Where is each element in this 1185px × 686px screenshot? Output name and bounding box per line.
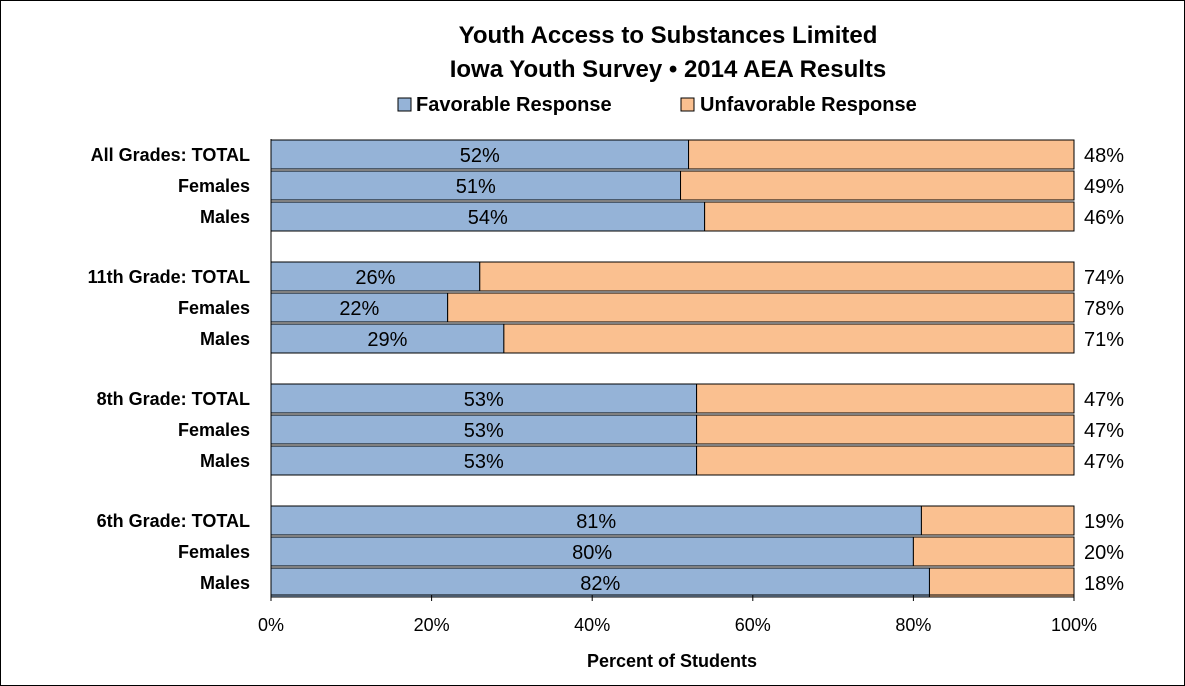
category-label: Males bbox=[200, 329, 250, 349]
bar-favorable bbox=[270, 567, 930, 598]
legend-swatch-unfavorable bbox=[680, 97, 695, 112]
bar-unfavorable bbox=[696, 445, 1075, 476]
bar-favorable bbox=[270, 261, 481, 292]
bar-favorable bbox=[270, 536, 914, 567]
data-label-unfavorable: 78% bbox=[1084, 298, 1124, 320]
bar-unfavorable bbox=[912, 536, 1075, 567]
category-label: Males bbox=[200, 207, 250, 227]
chart-subtitle: Iowa Youth Survey • 2014 AEA Results bbox=[450, 56, 887, 83]
data-label-favorable: 80% bbox=[572, 542, 612, 564]
category-label: All Grades: TOTAL bbox=[91, 145, 250, 165]
category-label: Males bbox=[200, 573, 250, 593]
bar-favorable bbox=[270, 445, 698, 476]
data-label-favorable: 52% bbox=[460, 145, 500, 167]
bar-unfavorable bbox=[928, 567, 1075, 598]
category-label: 8th Grade: TOTAL bbox=[97, 389, 250, 409]
data-label-favorable: 53% bbox=[464, 451, 504, 473]
x-tick-label: 60% bbox=[735, 615, 771, 635]
bar-unfavorable bbox=[479, 261, 1075, 292]
data-label-unfavorable: 74% bbox=[1084, 267, 1124, 289]
bar-favorable bbox=[270, 139, 690, 170]
x-tick-label: 0% bbox=[258, 615, 284, 635]
category-label: Males bbox=[200, 451, 250, 471]
data-label-unfavorable: 19% bbox=[1084, 511, 1124, 533]
data-label-favorable: 22% bbox=[339, 298, 379, 320]
data-label-favorable: 29% bbox=[367, 329, 407, 351]
chart-title: Youth Access to Substances Limited bbox=[459, 22, 878, 49]
data-label-favorable: 82% bbox=[580, 573, 620, 595]
data-label-unfavorable: 47% bbox=[1084, 420, 1124, 442]
category-label: Females bbox=[178, 176, 250, 196]
bar-favorable bbox=[270, 170, 682, 201]
bar-favorable bbox=[270, 323, 505, 354]
bar-unfavorable bbox=[680, 170, 1075, 201]
data-label-unfavorable: 49% bbox=[1084, 176, 1124, 198]
bar-unfavorable bbox=[704, 201, 1075, 232]
data-label-favorable: 53% bbox=[464, 389, 504, 411]
bar-unfavorable bbox=[447, 292, 1075, 323]
data-label-unfavorable: 20% bbox=[1084, 542, 1124, 564]
x-tick-label: 80% bbox=[895, 615, 931, 635]
bar-unfavorable bbox=[920, 505, 1075, 536]
data-label-favorable: 81% bbox=[576, 511, 616, 533]
category-label: 11th Grade: TOTAL bbox=[88, 267, 250, 287]
legend-label-unfavorable: Unfavorable Response bbox=[700, 94, 917, 116]
data-label-unfavorable: 71% bbox=[1084, 329, 1124, 351]
x-tick-label: 100% bbox=[1051, 615, 1097, 635]
data-label-unfavorable: 47% bbox=[1084, 451, 1124, 473]
category-label: Females bbox=[178, 542, 250, 562]
bar-unfavorable bbox=[696, 414, 1075, 445]
data-label-favorable: 54% bbox=[468, 207, 508, 229]
x-axis-title: Percent of Students bbox=[587, 651, 757, 671]
category-label: Females bbox=[178, 298, 250, 318]
data-label-unfavorable: 47% bbox=[1084, 389, 1124, 411]
bar-unfavorable bbox=[503, 323, 1075, 354]
legend-label-favorable: Favorable Response bbox=[416, 94, 612, 116]
bar-unfavorable bbox=[696, 383, 1075, 414]
legend-swatch-favorable bbox=[397, 97, 412, 112]
bar-unfavorable bbox=[688, 139, 1075, 170]
data-label-favorable: 53% bbox=[464, 420, 504, 442]
x-tick-label: 40% bbox=[574, 615, 610, 635]
data-label-unfavorable: 46% bbox=[1084, 207, 1124, 229]
data-label-favorable: 26% bbox=[355, 267, 395, 289]
data-label-favorable: 51% bbox=[456, 176, 496, 198]
data-label-unfavorable: 48% bbox=[1084, 145, 1124, 167]
data-label-unfavorable: 18% bbox=[1084, 573, 1124, 595]
category-label: 6th Grade: TOTAL bbox=[97, 511, 250, 531]
category-label: Females bbox=[178, 420, 250, 440]
x-tick-label: 20% bbox=[414, 615, 450, 635]
